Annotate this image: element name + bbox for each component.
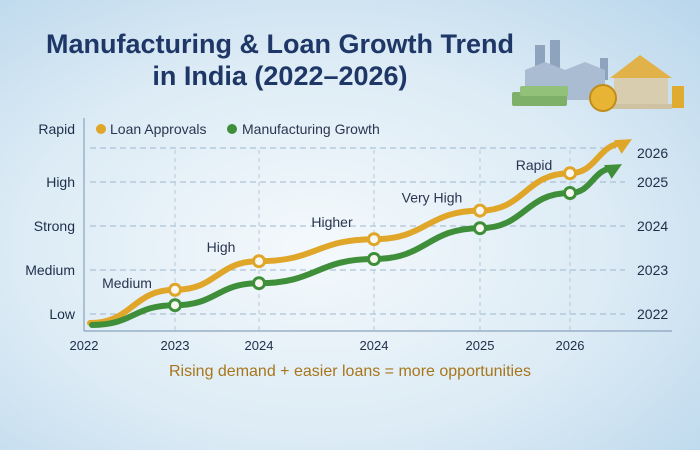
chart-caption: Rising demand + easier loans = more oppo… xyxy=(169,363,531,380)
arrow-head xyxy=(604,164,622,179)
right-tick-label: 2026 xyxy=(637,145,668,161)
data-point xyxy=(563,166,577,181)
arrow-head xyxy=(614,139,633,154)
right-tick-label: 2024 xyxy=(637,218,668,234)
x-tick-label: 2024 xyxy=(360,338,389,353)
title-line-2: in India (2022–2026) xyxy=(152,61,408,91)
data-point xyxy=(252,276,266,291)
x-tick-label: 2024 xyxy=(245,338,274,353)
data-point xyxy=(168,298,182,313)
right-tick-label: 2022 xyxy=(637,306,668,322)
data-point xyxy=(563,186,577,200)
legend-marker-loan xyxy=(96,124,106,134)
data-point xyxy=(473,203,487,218)
legend-label-manufacturing: Manufacturing Growth xyxy=(242,121,380,137)
data-label: High xyxy=(207,239,236,255)
x-tick-label: 2023 xyxy=(161,338,190,353)
data-label: Rapid xyxy=(516,157,553,173)
right-tick-label: 2023 xyxy=(637,262,668,278)
y-tick-label: Medium xyxy=(25,262,75,278)
data-point xyxy=(367,252,381,266)
factory-bank-money-icon xyxy=(512,40,684,112)
y-tick-label: High xyxy=(46,174,75,190)
legend-label-loan: Loan Approvals xyxy=(110,121,207,137)
y-tick-label: Rapid xyxy=(38,121,75,137)
data-label: Higher xyxy=(311,214,353,230)
data-point xyxy=(168,282,182,297)
legend-marker-manufacturing xyxy=(227,124,237,134)
y-tick-label: Low xyxy=(49,306,76,322)
x-tick-label: 2026 xyxy=(556,338,585,353)
data-point xyxy=(367,232,381,247)
y-tick-label: Strong xyxy=(34,218,75,234)
chart-title: Manufacturing & Loan Growth Trend in Ind… xyxy=(40,28,520,92)
x-tick-label: 2022 xyxy=(70,338,99,353)
data-label: Medium xyxy=(102,275,152,291)
data-point xyxy=(252,254,266,269)
x-tick-label: 2025 xyxy=(466,338,495,353)
right-tick-label: 2025 xyxy=(637,174,668,190)
title-line-1: Manufacturing & Loan Growth Trend xyxy=(46,29,514,59)
data-point xyxy=(473,221,487,236)
data-label: Very High xyxy=(402,190,463,206)
